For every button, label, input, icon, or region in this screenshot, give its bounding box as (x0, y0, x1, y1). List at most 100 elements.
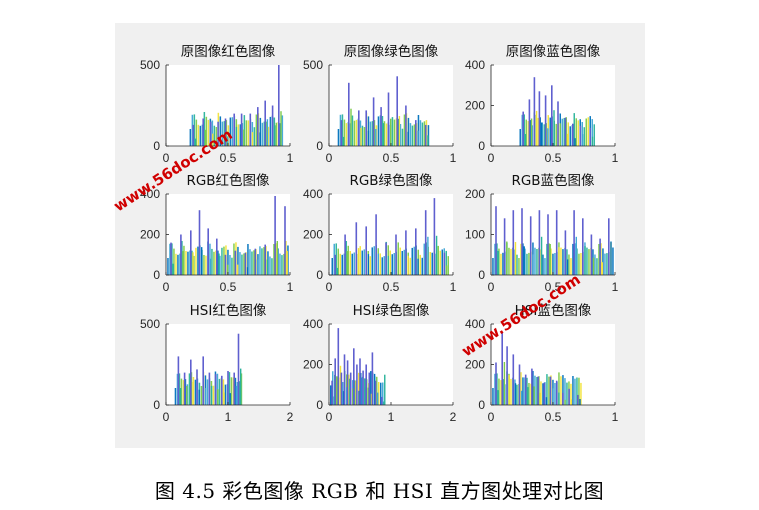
histogram-bar (529, 120, 531, 146)
histogram-bar (177, 254, 179, 275)
histogram-bar (578, 377, 580, 405)
subplot-3: 0 0.5 1 0 200 400 原图像蓝色图像 (465, 43, 619, 165)
histogram-bar (245, 120, 248, 146)
histogram-bar (546, 374, 548, 405)
histogram-bar (606, 253, 608, 275)
histogram-bar (401, 251, 403, 275)
histogram-bar (542, 254, 544, 275)
histogram-bar (255, 114, 258, 146)
y-tick-label: 200 (303, 228, 323, 242)
histogram-bar (568, 254, 570, 275)
histogram-bar (385, 123, 388, 146)
histogram-bar (518, 258, 520, 275)
histogram-bar (519, 129, 521, 146)
histogram-bar (247, 244, 249, 275)
histogram-bar (227, 249, 229, 275)
histogram-bar (516, 384, 518, 405)
histogram-bar (548, 243, 550, 275)
histogram-bar (419, 120, 422, 146)
x-tick-label: 0.5 (545, 280, 562, 294)
histogram-bar (205, 116, 208, 146)
histogram-bar (351, 253, 353, 275)
x-tick-label: 1 (450, 280, 457, 294)
histogram-bar (363, 249, 365, 275)
histogram-bar (494, 243, 496, 275)
subplot-title: 原图像红色图像 (181, 43, 276, 60)
x-tick-label: 1 (450, 151, 457, 165)
histogram-bar (219, 255, 221, 275)
histogram-bar (552, 253, 554, 275)
x-tick-label: 0 (326, 280, 333, 294)
histogram-bar (213, 251, 215, 275)
histogram-bar (231, 117, 234, 146)
histogram-bar (205, 255, 207, 275)
histogram-bar (522, 243, 524, 275)
histogram-bar (544, 258, 546, 275)
histogram-bar (530, 383, 532, 405)
histogram-bar (498, 378, 500, 405)
histogram-bar (411, 247, 413, 275)
histogram-bar (339, 114, 342, 146)
histogram-bar (281, 255, 283, 275)
histogram-bar (403, 249, 405, 275)
histogram-bar (537, 117, 539, 146)
histogram-bar (189, 129, 192, 146)
histogram-bar (345, 123, 348, 146)
histogram-bar (431, 252, 433, 275)
histogram-bar (227, 125, 230, 146)
histogram-bar (492, 388, 494, 405)
histogram-bar (225, 120, 228, 146)
histogram-bar (195, 119, 198, 146)
histogram-bar (411, 125, 414, 146)
histogram-bar (563, 118, 565, 146)
subplot-title: RGB蓝色图像 (511, 172, 595, 189)
histogram-bar (184, 379, 187, 405)
histogram-bar (525, 119, 527, 146)
histogram-bar (612, 247, 614, 275)
histogram-bar (520, 243, 522, 275)
x-tick-label: 0.5 (383, 280, 400, 294)
histogram-bar (253, 127, 256, 146)
histogram-bar (181, 241, 183, 275)
histogram-bar (331, 258, 333, 275)
histogram-bar (191, 114, 194, 146)
histogram-bar (523, 114, 525, 146)
histogram-bar (383, 121, 386, 146)
histogram-bar (347, 245, 349, 275)
histogram-bar (199, 125, 202, 146)
histogram-bar (343, 119, 346, 146)
x-tick-label: 0.5 (383, 151, 400, 165)
subplot-2: 0 0.5 1 0 500 原图像绿色图像 (303, 43, 457, 165)
y-tick-label: 400 (465, 58, 485, 72)
histogram-bar (215, 127, 218, 146)
histogram-bar (549, 117, 551, 146)
histogram-bar (337, 248, 339, 275)
histogram-bar (496, 373, 498, 405)
histogram-bar (570, 258, 572, 275)
y-tick-label: 200 (465, 99, 485, 113)
histogram-bar (259, 117, 262, 146)
histogram-bar (555, 123, 557, 146)
histogram-bar (521, 114, 523, 146)
histogram-bar (353, 252, 355, 275)
subplot-5: 0 0.5 1 0 200 400 RGB绿色图像 (303, 172, 457, 294)
subplot-7: 0 1 2 0 500 HSI红色图像 (140, 302, 294, 424)
y-tick-label: 200 (303, 358, 323, 372)
histogram-bar (369, 121, 372, 146)
histogram-bar (240, 373, 243, 405)
histogram-bar (247, 120, 250, 146)
histogram-bar (565, 117, 567, 146)
histogram-bar (378, 382, 380, 405)
x-tick-label: 2 (450, 410, 457, 424)
histogram-bar (417, 115, 420, 146)
histogram-bar (253, 250, 255, 275)
y-tick-label: 400 (465, 317, 485, 331)
histogram-bar (522, 377, 524, 405)
subplot-6: 0 0.5 1 0 100 200 RGB蓝色图像 (465, 172, 619, 294)
histogram-bar (419, 254, 421, 275)
histogram-bar (194, 379, 197, 405)
histogram-bar (271, 258, 273, 275)
histogram-bar (543, 124, 545, 146)
histogram-bar (562, 375, 564, 405)
